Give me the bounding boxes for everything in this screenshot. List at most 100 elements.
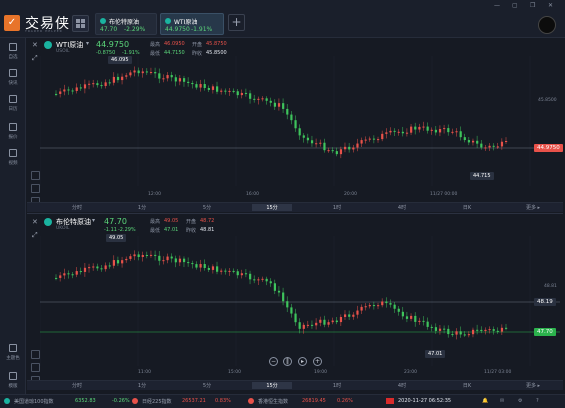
candle-body [286,108,289,115]
settings-gear-icon[interactable]: ⚙ [518,398,523,404]
candle-body [319,319,322,323]
instrument-name[interactable]: WTI原油 [56,41,84,49]
tab-wti[interactable]: WTI原油 44.9750 -1.91% [160,13,224,35]
ticker-label[interactable]: 日经225指数 [142,399,172,405]
notification-icon[interactable]: 🔔 [482,398,489,404]
candle-body [55,277,58,279]
dropdown-icon[interactable]: ▾ [86,40,90,47]
expand-icon[interactable]: ⤢ [32,231,38,239]
ticker-label[interactable]: 香港恒生指数 [258,399,289,405]
axis-label: 48.81 [544,284,557,289]
message-icon[interactable]: ✉ [500,398,505,404]
indicator-icon[interactable] [31,171,40,180]
expand-icon[interactable]: ⤢ [32,54,38,62]
tf-1h[interactable]: 1时 [332,383,342,389]
candle-body [133,70,136,73]
instrument-symbol: UKOIL [56,226,70,231]
candle-body [488,329,491,331]
layout-grid-button[interactable] [72,15,89,32]
tf-more[interactable]: 更多 ▸ [525,205,541,211]
tf-day[interactable]: 日K [462,205,472,211]
ticker-label[interactable]: 美国道琼100指数 [14,399,54,405]
close-chart-icon[interactable]: ✕ [32,41,38,49]
candle-body [253,279,256,281]
sidebar-item-theme[interactable]: 主题色 [0,344,26,361]
tf-15m[interactable]: 15分 [252,382,292,389]
high-value: 46.0950 [164,41,185,47]
add-tab-button[interactable]: + [228,14,245,31]
candle-body [476,329,479,331]
sidebar-item-calendar[interactable]: 日历 [0,95,26,112]
dropdown-icon[interactable]: ▾ [92,217,96,224]
draw-icon[interactable] [31,184,40,193]
tf-15m[interactable]: 15分 [252,204,292,211]
instrument-symbol: USOIL [56,49,70,54]
forward-button[interactable]: ▸ [298,357,307,366]
candle-body [273,102,277,107]
candle-body [327,322,330,325]
candle-body [71,90,74,92]
open-value: 48.72 [200,218,215,224]
indicator-icon[interactable] [31,350,40,359]
avatar[interactable] [538,16,556,34]
sidebar-item-quotes[interactable]: 报价 [0,123,26,140]
zoom-out-button[interactable]: − [269,357,278,366]
close-icon[interactable]: ✕ [548,2,554,9]
candle-body [228,270,231,272]
sidebar-item-video[interactable]: 视频 [0,149,26,166]
minimize-icon[interactable]: — [494,2,500,9]
high-marker: 46.095 [108,56,132,64]
candle-body [348,314,351,317]
tf-day[interactable]: 日K [462,383,472,389]
prev-close-label: 昨收 [186,228,197,234]
candle-body [207,267,210,270]
maximize-icon[interactable]: ▢ [512,2,518,9]
close-chart-icon[interactable]: ✕ [32,218,38,226]
candle-body [298,322,301,329]
sidebar-item-template[interactable]: 模版 [0,372,26,389]
tf-1m[interactable]: 1分 [137,383,147,389]
sidebar-item-news[interactable]: 快讯 [0,69,26,86]
price-change-pct: -1.91% [122,50,140,56]
help-icon[interactable]: ? [536,398,539,404]
time-label: 19:00 [314,370,327,375]
oil-icon [165,18,171,24]
brent-candlestick-chart[interactable] [40,236,560,366]
tf-5m[interactable]: 5分 [202,205,212,211]
tab-brent[interactable]: 布伦特原油 47.70 -2.29% [95,13,157,35]
tf-tick[interactable]: 分时 [71,205,82,211]
tf-5m[interactable]: 5分 [202,383,212,389]
candle-body [335,320,338,323]
candle-body [492,329,495,331]
ticker-pct: -0.26% [112,398,130,404]
candle-body [339,149,343,155]
candle-body [203,84,206,88]
candle-body [265,278,268,282]
video-icon [9,149,17,157]
tf-4h[interactable]: 4时 [397,205,407,211]
candle-body [141,254,144,258]
tf-1h[interactable]: 1时 [332,205,342,211]
tf-tick[interactable]: 分时 [71,383,82,389]
candle-body [286,301,289,308]
zoom-in-button[interactable]: + [313,357,322,366]
current-price-tag: 44.9750 [534,144,563,152]
instrument-name[interactable]: 布伦特原油 [56,218,91,226]
pause-button[interactable]: ‖ [283,357,292,366]
tf-4h[interactable]: 4时 [397,383,407,389]
oil-icon [100,18,106,24]
candle-body [67,89,70,91]
candle-body [414,126,417,130]
theme-icon [9,344,17,352]
chart-icon [9,123,17,131]
candle-body [240,273,243,276]
draw-icon[interactable] [31,363,40,372]
sidebar-item-watchlist[interactable]: 自选 [0,43,26,60]
wti-candlestick-chart[interactable] [40,56,560,186]
candle-body [405,132,409,134]
tf-more[interactable]: 更多 ▸ [525,383,541,389]
restore-icon[interactable]: ❐ [530,2,536,9]
candle-body [356,310,359,315]
candle-body [496,146,499,148]
tf-1m[interactable]: 1分 [137,205,147,211]
